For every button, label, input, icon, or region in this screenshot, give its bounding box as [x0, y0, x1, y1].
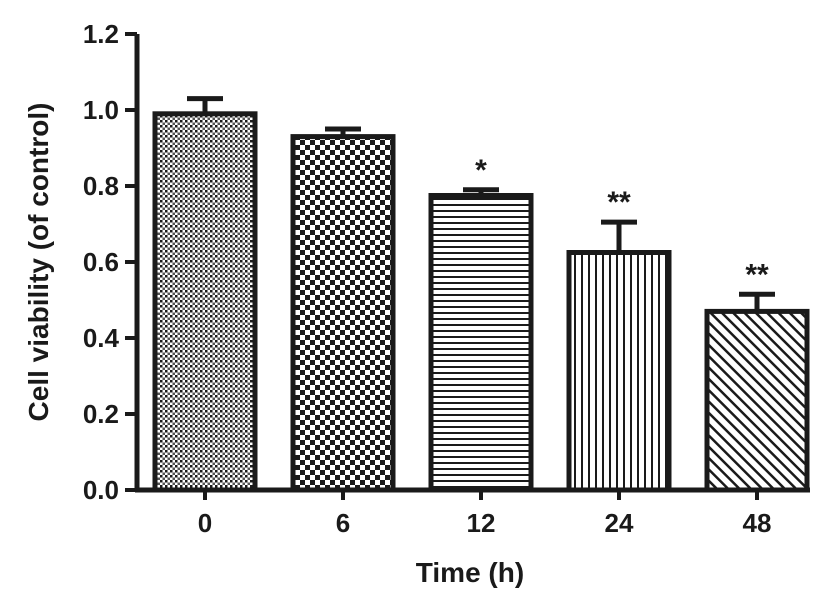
y-tick-label-0.2: 0.2 — [83, 399, 119, 429]
bar-0 — [152, 111, 258, 493]
y-tick-label-0.0: 0.0 — [83, 475, 119, 505]
y-axis-label: Cell viability (of control) — [23, 103, 54, 422]
bar-24 — [566, 250, 672, 493]
error-bars-layer — [187, 96, 775, 312]
x-tick-label-12: 12 — [467, 508, 496, 538]
significance-12: * — [475, 154, 487, 187]
bar-6 — [290, 134, 396, 493]
x-axis-label: Time (h) — [416, 557, 524, 588]
y-tick-label-0.6: 0.6 — [83, 247, 119, 277]
bar-48 — [704, 308, 810, 493]
y-tick-label-1.2: 1.2 — [83, 19, 119, 49]
y-tick-label-1.0: 1.0 — [83, 95, 119, 125]
x-tick-label-0: 0 — [198, 508, 212, 538]
tick-labels: 0 6 12 24 48 0.0 0.2 0.4 0.6 0.8 1.0 1.2 — [83, 19, 772, 538]
x-tick-label-6: 6 — [336, 508, 350, 538]
bar-12 — [428, 193, 534, 493]
significance-24: ** — [607, 186, 631, 219]
y-tick-label-0.4: 0.4 — [83, 323, 120, 353]
significance-48: ** — [745, 258, 769, 291]
y-tick-label-0.8: 0.8 — [83, 171, 119, 201]
x-tick-label-48: 48 — [743, 508, 772, 538]
significance-annotations: ***** — [475, 154, 769, 291]
axes — [125, 32, 810, 500]
x-tick-label-24: 24 — [605, 508, 634, 538]
